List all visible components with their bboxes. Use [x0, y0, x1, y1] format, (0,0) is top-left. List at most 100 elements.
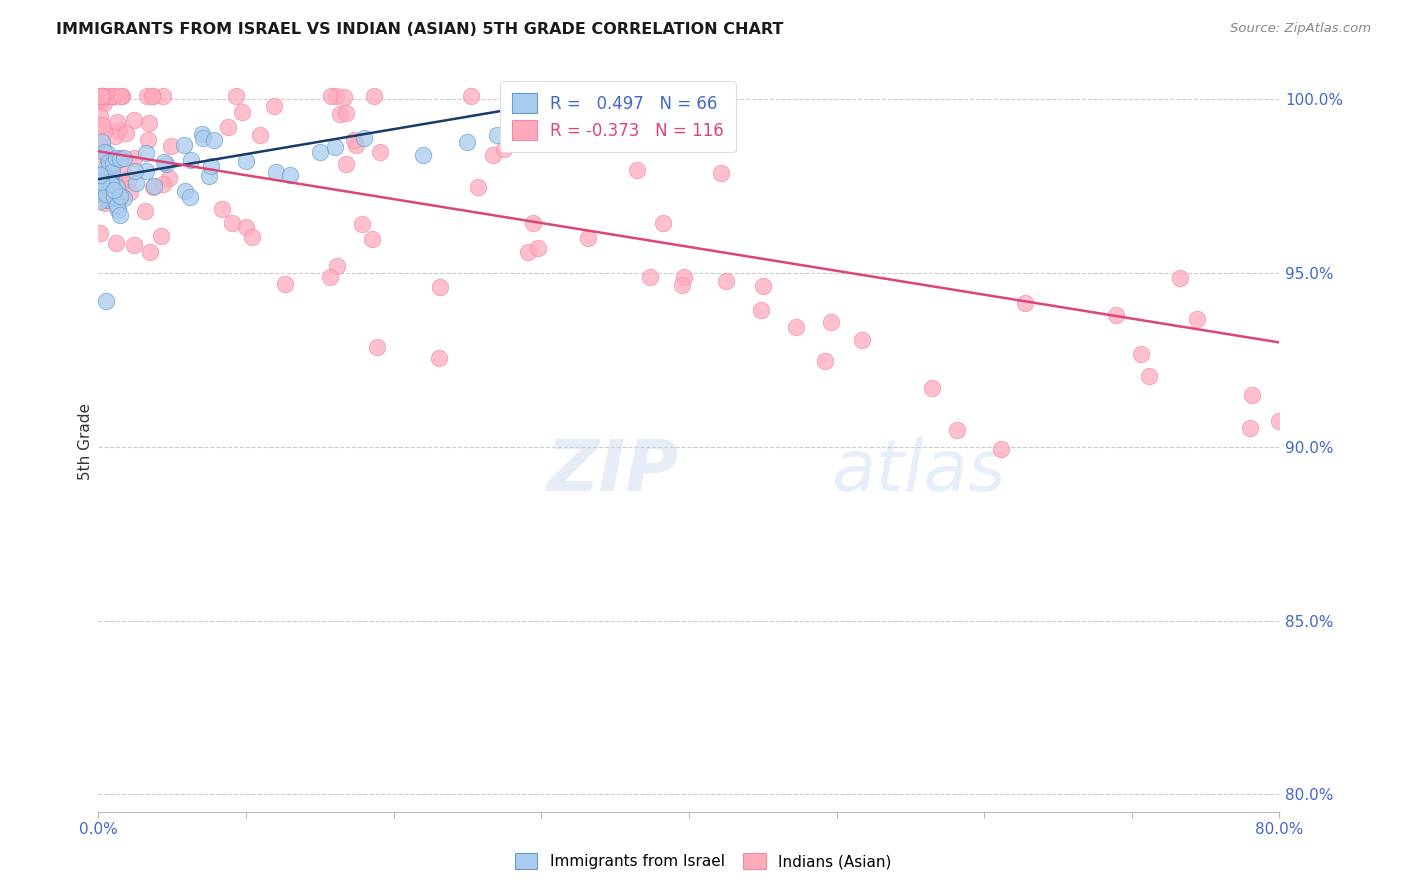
Point	[90, 88, 112, 103]
Point	[110, 209, 132, 223]
Point	[333, 90, 356, 104]
Point	[93, 162, 115, 177]
Point	[515, 122, 537, 136]
Point	[200, 159, 222, 173]
Point	[159, 138, 181, 153]
Point	[626, 163, 648, 178]
Point	[97, 166, 120, 180]
Point	[97, 155, 120, 169]
Point	[1239, 421, 1261, 435]
Point	[90, 88, 112, 103]
Point	[97, 175, 120, 189]
Point	[710, 166, 733, 180]
Point	[820, 315, 842, 329]
Point	[112, 191, 135, 205]
Point	[323, 140, 346, 154]
Point	[112, 151, 135, 165]
Point	[118, 185, 141, 199]
Point	[319, 269, 342, 284]
Point	[142, 180, 165, 194]
Point	[221, 216, 243, 230]
Point	[714, 274, 737, 288]
Point	[152, 177, 174, 191]
Point	[103, 128, 125, 143]
Point	[122, 113, 145, 128]
Point	[278, 168, 302, 182]
Point	[98, 173, 121, 187]
Point	[108, 188, 131, 202]
Point	[264, 165, 287, 179]
Point	[96, 146, 118, 161]
Point	[1129, 347, 1152, 361]
Point	[344, 138, 367, 153]
Point	[125, 176, 148, 190]
Point	[752, 279, 775, 293]
Point	[103, 190, 125, 204]
Text: IMMIGRANTS FROM ISRAEL VS INDIAN (ASIAN) 5TH GRADE CORRELATION CHART: IMMIGRANTS FROM ISRAEL VS INDIAN (ASIAN)…	[56, 22, 783, 37]
Point	[671, 277, 693, 292]
Point	[527, 241, 550, 255]
Point	[157, 170, 180, 185]
Point	[90, 140, 112, 154]
Point	[105, 197, 128, 211]
Point	[429, 279, 451, 293]
Point	[117, 172, 139, 186]
Point	[96, 173, 118, 187]
Point	[100, 168, 122, 182]
Point	[124, 164, 146, 178]
Point	[150, 229, 173, 244]
Point	[180, 153, 202, 167]
Text: atlas: atlas	[831, 437, 1005, 506]
Point	[325, 88, 347, 103]
Point	[179, 190, 201, 204]
Point	[101, 165, 124, 179]
Point	[122, 152, 145, 166]
Point	[91, 185, 114, 199]
Point	[135, 146, 157, 161]
Point	[225, 88, 247, 103]
Point	[97, 191, 120, 205]
Point	[89, 168, 111, 182]
Point	[191, 127, 214, 141]
Point	[652, 216, 675, 230]
Point	[90, 118, 112, 132]
Point	[91, 135, 114, 149]
Point	[492, 142, 515, 156]
Point	[1268, 414, 1291, 428]
Point	[990, 442, 1012, 456]
Point	[101, 155, 124, 169]
Point	[1105, 309, 1128, 323]
Y-axis label: 5th Grade: 5th Grade	[77, 403, 93, 480]
Legend: Immigrants from Israel, Indians (Asian): Immigrants from Israel, Indians (Asian)	[509, 847, 897, 875]
Point	[107, 122, 129, 136]
Point	[91, 167, 114, 181]
Point	[427, 351, 450, 365]
Point	[89, 184, 111, 198]
Point	[97, 153, 120, 167]
Point	[412, 147, 434, 161]
Point	[153, 155, 176, 169]
Point	[198, 169, 221, 184]
Point	[97, 175, 120, 189]
Point	[335, 106, 357, 120]
Point	[517, 245, 540, 260]
Point	[343, 133, 366, 147]
Point	[89, 110, 111, 124]
Point	[522, 216, 544, 230]
Point	[111, 88, 134, 103]
Point	[104, 151, 127, 165]
Point	[1240, 388, 1263, 402]
Point	[481, 147, 503, 161]
Point	[235, 153, 257, 168]
Point	[93, 145, 115, 159]
Point	[673, 270, 696, 285]
Point	[921, 381, 943, 395]
Point	[91, 140, 114, 154]
Point	[94, 293, 117, 308]
Point	[142, 88, 165, 103]
Point	[136, 133, 159, 147]
Point	[363, 88, 385, 103]
Point	[1014, 295, 1036, 310]
Point	[640, 269, 662, 284]
Point	[111, 189, 134, 203]
